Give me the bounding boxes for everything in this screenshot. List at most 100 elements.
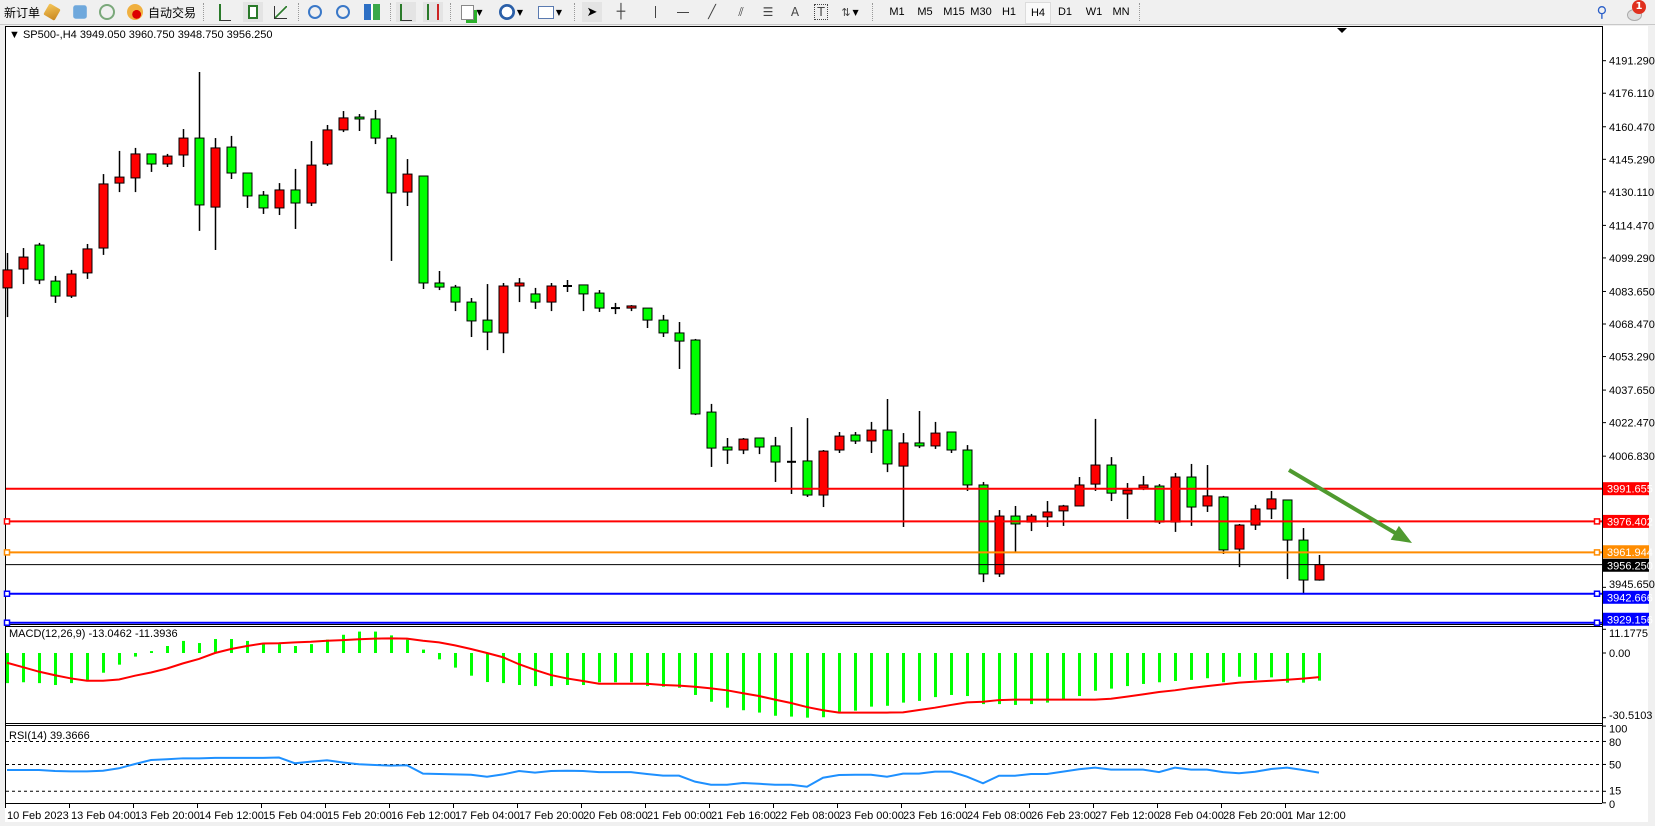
- macd-histogram-bar: [662, 653, 665, 687]
- search-button[interactable]: ⚲: [1592, 2, 1612, 22]
- rsi-tick-label: 15: [1609, 785, 1621, 797]
- price-level-label-bg: [1603, 558, 1649, 572]
- chart-shift-marker-icon[interactable]: [1337, 28, 1347, 33]
- signals-button[interactable]: [97, 2, 117, 22]
- candle-body: [82, 248, 93, 274]
- templates-button[interactable]: ▼: [535, 2, 565, 22]
- line-handle[interactable]: [3, 518, 11, 525]
- candle-body: [1202, 495, 1213, 507]
- trend-arrow-head-icon[interactable]: [1390, 525, 1412, 543]
- timeframe-m30[interactable]: M30: [970, 6, 992, 18]
- auto-trading-toggle[interactable]: [124, 2, 146, 22]
- zoom-out-button[interactable]: [333, 2, 353, 22]
- navigator-button[interactable]: [70, 2, 90, 22]
- line-handle[interactable]: [1593, 549, 1601, 556]
- new-chart-button[interactable]: ▼: [457, 2, 487, 22]
- candle-body: [98, 183, 109, 249]
- candlestick-button[interactable]: [243, 2, 263, 22]
- price-level-label-bg: [1603, 514, 1649, 528]
- line-handle[interactable]: [3, 619, 11, 626]
- fibonacci-button[interactable]: ☰: [758, 2, 778, 22]
- price-level-label: 3929.156: [1607, 614, 1653, 626]
- new-order-button[interactable]: 新订单: [0, 2, 44, 22]
- line-handle[interactable]: [3, 590, 11, 597]
- auto-scroll-button[interactable]: [423, 2, 443, 22]
- arrows-button[interactable]: ⇅ ▼: [834, 2, 866, 22]
- candle-body: [146, 153, 157, 165]
- macd-histogram-bar: [1190, 653, 1193, 680]
- macd-histogram-bar: [1046, 653, 1049, 703]
- macd-histogram-bar: [758, 653, 761, 713]
- crosshair-button[interactable]: ┼: [611, 2, 631, 22]
- auto-trading-button[interactable]: 自动交易: [146, 2, 198, 22]
- equidistant-channel-button[interactable]: ⫽: [731, 2, 751, 22]
- trend-arrow-line[interactable]: [1287, 468, 1399, 536]
- separator: [1139, 3, 1141, 21]
- text-tool-button[interactable]: A: [785, 2, 805, 22]
- macd-histogram-bar: [214, 639, 217, 653]
- timeframe-w1[interactable]: W1: [1085, 6, 1103, 18]
- macd-histogram-bar: [838, 653, 841, 712]
- line-handle[interactable]: [3, 549, 11, 556]
- macd-histogram-bar: [102, 653, 105, 673]
- arrows-icon: ⇅: [841, 5, 851, 19]
- rsi-tick-label: 0: [1609, 799, 1615, 811]
- trendline-button[interactable]: ╱: [702, 2, 722, 22]
- zoom-in-button[interactable]: [305, 2, 325, 22]
- timeframe-m5[interactable]: M5: [917, 6, 933, 18]
- horizontal-line-button[interactable]: [673, 2, 693, 22]
- macd-histogram-bar: [950, 653, 953, 695]
- candle-body: [898, 442, 909, 467]
- line-chart-button[interactable]: [270, 2, 290, 22]
- price-tick-label: 4160.470: [1609, 122, 1655, 134]
- candle-body: [418, 175, 429, 284]
- macd-histogram-bar: [454, 653, 457, 668]
- chart-shift-button[interactable]: [396, 2, 416, 22]
- candle-body: [178, 137, 189, 156]
- time-tick-label: 10 Feb 2023: [7, 810, 69, 822]
- auto-trading-icon: [127, 4, 143, 20]
- candle-body: [370, 118, 381, 139]
- line-handle[interactable]: [1593, 619, 1601, 626]
- dropdown-arrow-icon: ▼: [516, 7, 524, 17]
- candle-body: [50, 280, 61, 297]
- candle-body: [994, 515, 1005, 575]
- price-tick-label: 3945.650: [1609, 579, 1655, 591]
- bar-chart-button[interactable]: [215, 2, 235, 22]
- macd-histogram-bar: [310, 644, 313, 653]
- line-handle[interactable]: [1593, 518, 1601, 525]
- timeframe-mn[interactable]: MN: [1112, 6, 1130, 18]
- candle-body: [658, 319, 669, 334]
- candle-body: [770, 445, 781, 463]
- vertical-line-button[interactable]: [645, 2, 665, 22]
- macd-histogram-bar: [38, 653, 41, 684]
- separator: [203, 3, 205, 21]
- macd-histogram-bar: [1078, 653, 1081, 697]
- macd-histogram-bar: [1142, 653, 1145, 684]
- macd-histogram-bar: [1254, 653, 1257, 680]
- macd-histogram-bar: [774, 653, 777, 716]
- candle-body: [1138, 484, 1149, 489]
- periods-button[interactable]: ▼: [496, 2, 526, 22]
- time-tick-label: 1 Mar 12:00: [1287, 810, 1346, 822]
- macd-histogram-bar: [502, 653, 505, 684]
- cursor-button[interactable]: ➤: [582, 2, 602, 22]
- macd-histogram-bar: [1030, 653, 1033, 705]
- timeframe-d1[interactable]: D1: [1057, 6, 1073, 18]
- timeframe-h4[interactable]: H4: [1025, 2, 1051, 24]
- timeframe-h1[interactable]: H1: [1001, 6, 1017, 18]
- macd-histogram-bar: [1062, 653, 1065, 700]
- macd-histogram-bar: [438, 653, 441, 660]
- time-tick-label: 20 Feb 08:00: [583, 810, 648, 822]
- timeframe-m15[interactable]: M15: [943, 6, 965, 18]
- candle-body: [1234, 524, 1245, 550]
- timeframe-m1[interactable]: M1: [889, 6, 905, 18]
- fibonacci-icon: ⫽: [738, 4, 744, 19]
- text-label-button[interactable]: T: [811, 2, 831, 22]
- macd-histogram-bar: [1238, 653, 1241, 677]
- market-watch-button[interactable]: [42, 2, 62, 22]
- notifications-button[interactable]: 1: [1620, 0, 1648, 22]
- tile-windows-button[interactable]: [362, 2, 382, 22]
- line-handle[interactable]: [1593, 590, 1601, 597]
